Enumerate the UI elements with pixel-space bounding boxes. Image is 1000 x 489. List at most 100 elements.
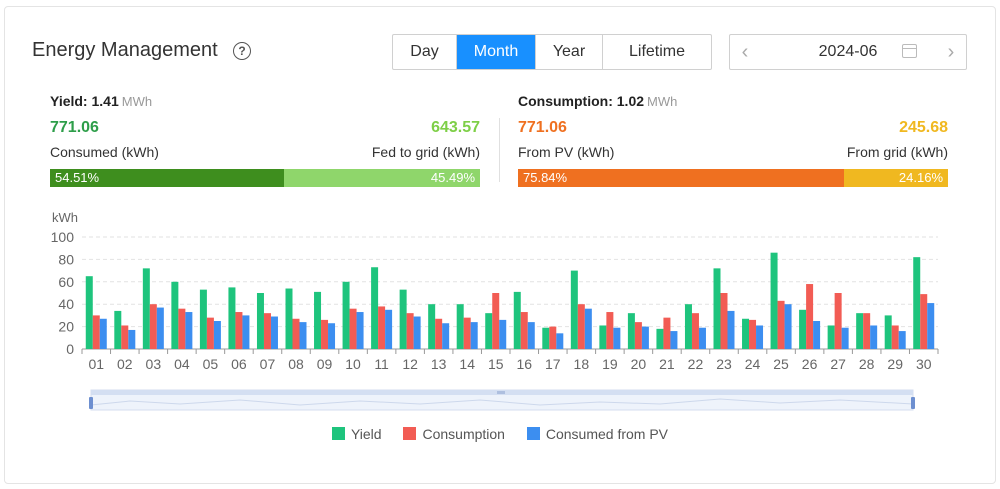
calendar-icon[interactable]	[902, 44, 917, 58]
bar-yield-17[interactable]	[542, 327, 550, 349]
bar-yield-28[interactable]	[856, 313, 864, 349]
bar-consumption-17[interactable]	[549, 326, 557, 349]
tab-month[interactable]: Month	[457, 35, 536, 69]
zoom-slider-left-handle[interactable]	[89, 397, 93, 409]
selected-date[interactable]: 2024-06	[818, 43, 878, 60]
bar-consumption-02[interactable]	[121, 325, 129, 349]
bar-yield-27[interactable]	[827, 325, 835, 349]
bar-yield-01[interactable]	[85, 276, 93, 349]
bar-yield-16[interactable]	[513, 291, 521, 349]
bar-consumed-from-pv-26[interactable]	[813, 321, 821, 349]
tab-day[interactable]: Day	[393, 35, 457, 69]
bar-yield-22[interactable]	[684, 304, 692, 349]
bar-consumption-15[interactable]	[492, 293, 500, 349]
legend-item-consumed-from-pv[interactable]: Consumed from PV	[526, 426, 668, 442]
bar-yield-20[interactable]	[627, 313, 635, 349]
bar-consumed-from-pv-03[interactable]	[156, 307, 164, 349]
bar-yield-21[interactable]	[656, 328, 664, 349]
bar-consumed-from-pv-01[interactable]	[99, 318, 107, 349]
bar-consumption-13[interactable]	[435, 318, 443, 349]
bar-consumption-08[interactable]	[292, 318, 300, 349]
bar-yield-13[interactable]	[428, 304, 436, 349]
chevron-right-icon[interactable]: ›	[947, 41, 955, 63]
bar-consumption-22[interactable]	[691, 313, 699, 349]
bar-yield-12[interactable]	[399, 289, 407, 349]
bar-yield-24[interactable]	[742, 318, 750, 349]
bar-consumption-24[interactable]	[749, 319, 757, 349]
bar-yield-25[interactable]	[770, 252, 778, 349]
bar-consumed-from-pv-27[interactable]	[841, 327, 849, 349]
bar-consumed-from-pv-25[interactable]	[784, 304, 792, 349]
bar-consumed-from-pv-07[interactable]	[270, 316, 278, 349]
month-picker[interactable]: 2024-06 ‹ ›	[729, 34, 967, 70]
bar-consumed-from-pv-16[interactable]	[527, 322, 535, 349]
bar-consumed-from-pv-14[interactable]	[470, 322, 478, 349]
bar-consumed-from-pv-23[interactable]	[727, 310, 735, 349]
bar-yield-10[interactable]	[342, 281, 350, 349]
bar-consumption-20[interactable]	[634, 322, 642, 349]
bar-yield-09[interactable]	[314, 291, 322, 349]
bar-consumed-from-pv-13[interactable]	[442, 323, 450, 349]
bar-consumed-from-pv-29[interactable]	[898, 331, 906, 349]
bar-yield-29[interactable]	[884, 315, 892, 349]
bar-consumed-from-pv-30[interactable]	[927, 303, 935, 349]
bar-yield-23[interactable]	[713, 268, 721, 349]
bar-consumption-25[interactable]	[777, 300, 785, 349]
bar-yield-06[interactable]	[228, 287, 236, 349]
bar-consumed-from-pv-02[interactable]	[128, 329, 136, 349]
bar-yield-26[interactable]	[799, 309, 807, 349]
bar-consumed-from-pv-12[interactable]	[413, 316, 421, 349]
bar-yield-15[interactable]	[485, 313, 493, 349]
bar-consumption-03[interactable]	[149, 304, 157, 349]
bar-consumed-from-pv-04[interactable]	[185, 312, 193, 349]
zoom-slider-right-handle[interactable]	[911, 397, 915, 409]
bar-consumption-27[interactable]	[834, 293, 842, 349]
bar-yield-18[interactable]	[570, 270, 578, 349]
bar-consumption-30[interactable]	[920, 294, 928, 349]
bar-consumed-from-pv-28[interactable]	[870, 325, 878, 349]
tab-lifetime[interactable]: Lifetime	[628, 43, 686, 60]
bar-consumption-29[interactable]	[891, 325, 899, 349]
bar-yield-14[interactable]	[456, 304, 464, 349]
bar-consumption-28[interactable]	[863, 313, 871, 349]
tab-year[interactable]: Year	[536, 35, 603, 69]
bar-consumption-05[interactable]	[206, 317, 214, 349]
bar-consumption-07[interactable]	[263, 313, 271, 349]
bar-consumed-from-pv-06[interactable]	[242, 315, 250, 349]
bar-consumed-from-pv-24[interactable]	[756, 325, 764, 349]
bar-consumption-10[interactable]	[349, 308, 357, 349]
bar-consumption-18[interactable]	[577, 304, 585, 349]
bar-consumption-23[interactable]	[720, 293, 728, 349]
bar-consumed-from-pv-19[interactable]	[613, 327, 621, 349]
bar-consumption-09[interactable]	[321, 319, 329, 349]
bar-consumed-from-pv-20[interactable]	[641, 326, 649, 349]
bar-yield-04[interactable]	[171, 281, 179, 349]
bar-consumption-12[interactable]	[406, 313, 414, 349]
bar-consumption-19[interactable]	[606, 312, 614, 349]
bar-consumed-from-pv-15[interactable]	[499, 319, 507, 349]
chevron-left-icon[interactable]: ‹	[741, 41, 749, 63]
zoom-slider-grip[interactable]	[497, 391, 505, 394]
bar-consumed-from-pv-17[interactable]	[556, 333, 564, 349]
bar-consumption-04[interactable]	[178, 308, 186, 349]
bar-yield-07[interactable]	[256, 293, 264, 349]
bar-consumed-from-pv-21[interactable]	[670, 331, 678, 349]
bar-consumed-from-pv-18[interactable]	[584, 308, 592, 349]
bar-yield-05[interactable]	[199, 289, 207, 349]
bar-yield-19[interactable]	[599, 325, 607, 349]
bar-consumption-26[interactable]	[806, 284, 814, 349]
bar-consumption-06[interactable]	[235, 312, 243, 349]
bar-yield-03[interactable]	[142, 268, 150, 349]
bar-consumption-11[interactable]	[378, 306, 386, 349]
bar-consumption-01[interactable]	[92, 315, 100, 349]
bar-consumed-from-pv-10[interactable]	[356, 312, 364, 349]
bar-consumption-21[interactable]	[663, 317, 671, 349]
legend-item-yield[interactable]: Yield	[331, 426, 382, 442]
bar-yield-11[interactable]	[371, 267, 379, 349]
legend-item-consumption[interactable]: Consumption	[403, 426, 505, 442]
bar-consumption-14[interactable]	[463, 317, 471, 349]
bar-consumed-from-pv-05[interactable]	[213, 321, 221, 349]
bar-consumption-16[interactable]	[520, 312, 528, 349]
bar-consumed-from-pv-08[interactable]	[299, 322, 307, 349]
bar-yield-08[interactable]	[285, 288, 293, 349]
